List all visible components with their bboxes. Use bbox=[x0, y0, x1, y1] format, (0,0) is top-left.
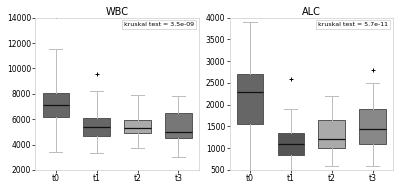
PathPatch shape bbox=[359, 109, 386, 144]
PathPatch shape bbox=[124, 120, 151, 133]
PathPatch shape bbox=[84, 118, 110, 136]
Title: ALC: ALC bbox=[302, 7, 321, 17]
PathPatch shape bbox=[165, 113, 192, 138]
PathPatch shape bbox=[318, 120, 345, 148]
Title: WBC: WBC bbox=[106, 7, 129, 17]
Text: kruskal test = 5.7e-11: kruskal test = 5.7e-11 bbox=[318, 22, 388, 27]
Text: kruskal test = 3.5e-09: kruskal test = 3.5e-09 bbox=[124, 22, 194, 27]
PathPatch shape bbox=[237, 74, 263, 124]
PathPatch shape bbox=[278, 133, 304, 155]
PathPatch shape bbox=[42, 93, 69, 117]
